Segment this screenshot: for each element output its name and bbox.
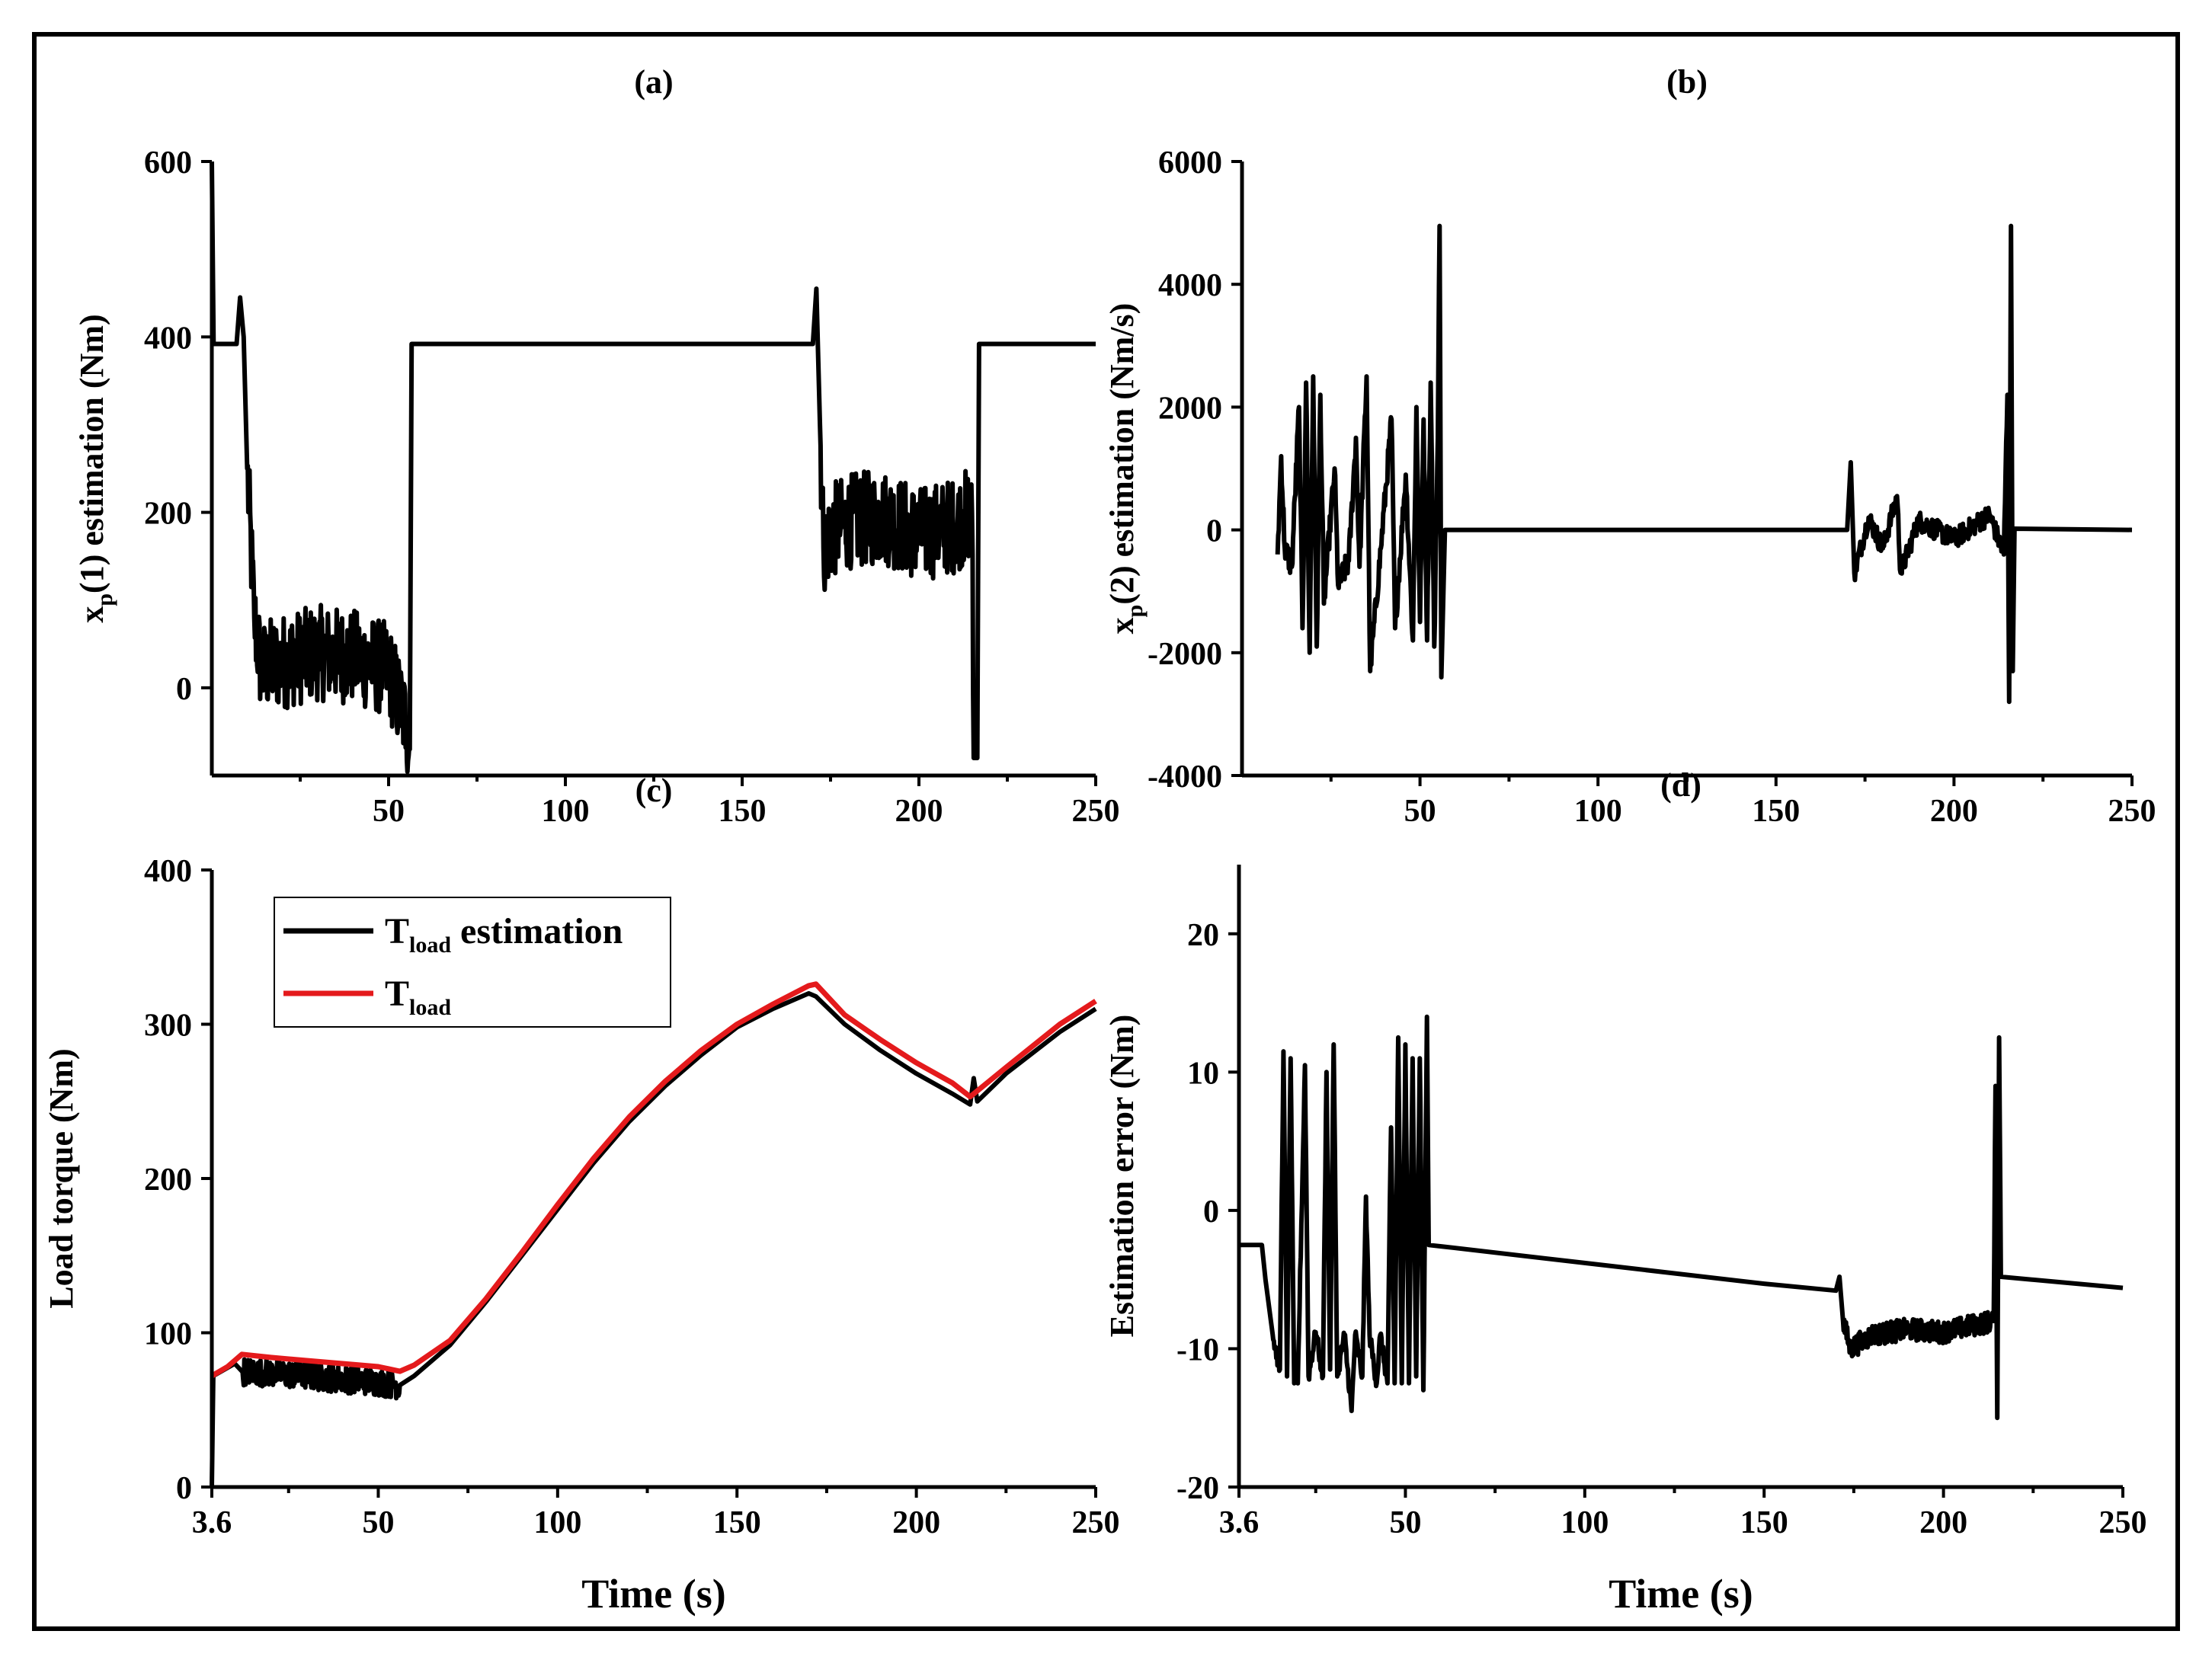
y-tick-label-c: 400 (144, 854, 192, 889)
x-tick-label-c: 150 (713, 1505, 761, 1540)
legend-label-1: Tload (385, 974, 451, 1020)
y-axis-label-b: xp(2) estimation (Nm/s) (1103, 303, 1148, 635)
x-tick-label-a: 100 (542, 794, 590, 829)
x-axis-label-c: Time (s) (581, 1571, 725, 1617)
series-line-d-0 (1239, 1014, 2124, 1421)
y-tick-label-a: 600 (144, 146, 192, 181)
y-tick-label-b: 6000 (1158, 146, 1222, 181)
x-tick-label-a: 150 (719, 794, 767, 829)
y-tick-label-b: -2000 (1148, 637, 1222, 672)
y-tick-label-a: 200 (144, 497, 192, 532)
y-tick-label-b: 2000 (1158, 391, 1222, 426)
y-tick-label-b: 0 (1206, 514, 1222, 549)
x-tick-label-a: 250 (1072, 794, 1120, 829)
series-line-a-0 (210, 161, 1096, 774)
y-axis-label-a: xp(1) estimation (Nm) (73, 314, 117, 622)
series-line-c-1 (210, 981, 1097, 1379)
x-tick-label-b: 100 (1574, 794, 1622, 829)
y-axis-label-c: Load torque (Nm) (43, 1048, 80, 1308)
panel-a-title: (a) (634, 63, 673, 101)
panel-b-title: (b) (1666, 63, 1708, 101)
y-tick-label-b: 4000 (1158, 268, 1222, 303)
x-tick-label-b: 50 (1404, 794, 1436, 829)
x-tick-label-c: 100 (533, 1505, 581, 1540)
series-line-c-0 (210, 991, 1097, 1488)
x-tick-label-b: 250 (2108, 794, 2156, 829)
y-tick-label-d: -20 (1176, 1471, 1219, 1506)
x-tick-label-c: 250 (1072, 1505, 1120, 1540)
legend-label-0: Tload estimation (385, 911, 623, 958)
x-tick-label-a: 200 (895, 794, 943, 829)
x-tick-label-d: 50 (1389, 1505, 1421, 1540)
y-axis-label-d: Estimation error (Nm) (1103, 1015, 1141, 1338)
panel-d: (d) -20 -10 0 10 20 3.6 50 100 150 200 250 Estimatio… (1103, 766, 2147, 1617)
panel-b: (b) -4000 -2000 0 2000 4000 6000 50 100 150 200 250… (1103, 63, 2156, 829)
y-tick-label-d: 20 (1187, 918, 1219, 953)
x-tick-label-d: 250 (2099, 1505, 2147, 1540)
panel-d-title: (d) (1660, 766, 1701, 804)
x-tick-label-d: 100 (1561, 1505, 1609, 1540)
series-line-b-0 (1275, 223, 2133, 705)
y-tick-label-c: 0 (176, 1471, 192, 1506)
legend-box (274, 897, 671, 1028)
x-tick-label-d: 3.6 (1219, 1505, 1260, 1540)
x-tick-label-c: 50 (362, 1505, 394, 1540)
x-tick-label-d: 150 (1740, 1505, 1788, 1540)
panel-c-title: (c) (635, 772, 673, 809)
y-tick-label-a: 400 (144, 321, 192, 356)
y-tick-label-c: 200 (144, 1163, 192, 1198)
x-tick-label-d: 200 (1919, 1505, 1967, 1540)
y-tick-label-c: 300 (144, 1009, 192, 1044)
x-tick-label-b: 150 (1752, 794, 1800, 829)
y-tick-label-d: -10 (1176, 1332, 1219, 1367)
x-tick-label-c: 3.6 (192, 1505, 232, 1540)
y-tick-label-a: 0 (176, 672, 192, 707)
x-tick-label-a: 50 (373, 794, 405, 829)
y-tick-label-d: 10 (1187, 1056, 1219, 1091)
x-tick-label-c: 200 (892, 1505, 940, 1540)
x-axis-label-d: Time (s) (1609, 1571, 1753, 1617)
y-tick-label-b: -4000 (1148, 760, 1222, 795)
panel-a: (a) 0 200 400 600 50 100 150 200 250 xp(1) estimat… (73, 63, 1120, 829)
x-tick-label-b: 200 (1930, 794, 1978, 829)
panel-c: (c) 0 100 200 300 400 3.6 50 100 150 200 250 Load to… (43, 772, 1120, 1617)
y-tick-label-d: 0 (1203, 1194, 1219, 1230)
figure-frame (32, 32, 2180, 1631)
legend: Tload estimation Tload (274, 897, 671, 1028)
y-tick-label-c: 100 (144, 1317, 192, 1352)
